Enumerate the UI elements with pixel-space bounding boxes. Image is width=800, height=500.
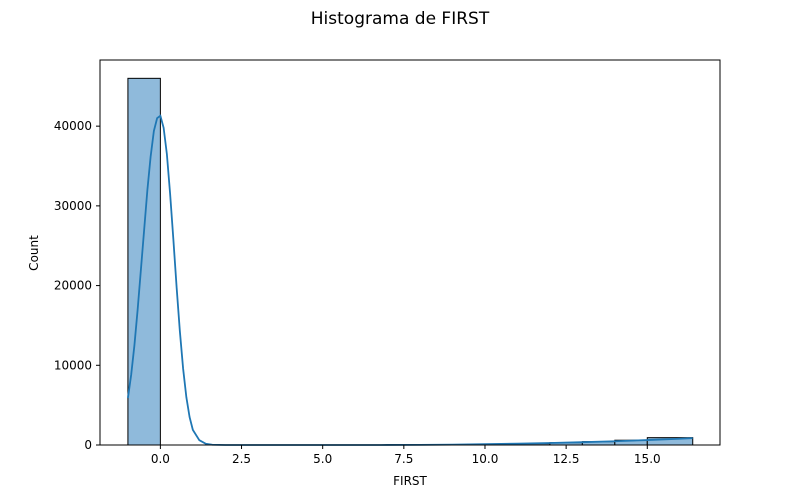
y-tick-label: 0 xyxy=(84,438,92,452)
x-tick-label: 12.5 xyxy=(553,452,580,466)
x-axis-label: FIRST xyxy=(393,474,427,488)
plot-frame xyxy=(99,59,721,446)
y-tick-label: 40000 xyxy=(54,119,92,133)
x-tick-label: 5.0 xyxy=(313,452,332,466)
y-axis-label: Count xyxy=(27,235,41,271)
x-axis-ticks: 0.0 2.5 5.0 7.5 10.0 12.5 15.0 xyxy=(151,445,661,466)
x-tick-label: 10.0 xyxy=(472,452,499,466)
x-tick-label: 0.0 xyxy=(151,452,170,466)
x-tick-label: 2.5 xyxy=(232,452,251,466)
x-tick-label: 15.0 xyxy=(634,452,661,466)
y-tick-label: 20000 xyxy=(54,279,92,293)
chart-title: Histograma de FIRST xyxy=(311,9,490,29)
x-tick-label: 7.5 xyxy=(394,452,413,466)
y-tick-label: 30000 xyxy=(54,199,92,213)
bars-group xyxy=(127,77,694,446)
y-axis-ticks: 0 10000 20000 30000 40000 xyxy=(54,119,100,452)
histogram-bar-0 xyxy=(127,77,161,446)
y-tick-label: 10000 xyxy=(54,358,92,372)
kde-line xyxy=(127,114,693,446)
